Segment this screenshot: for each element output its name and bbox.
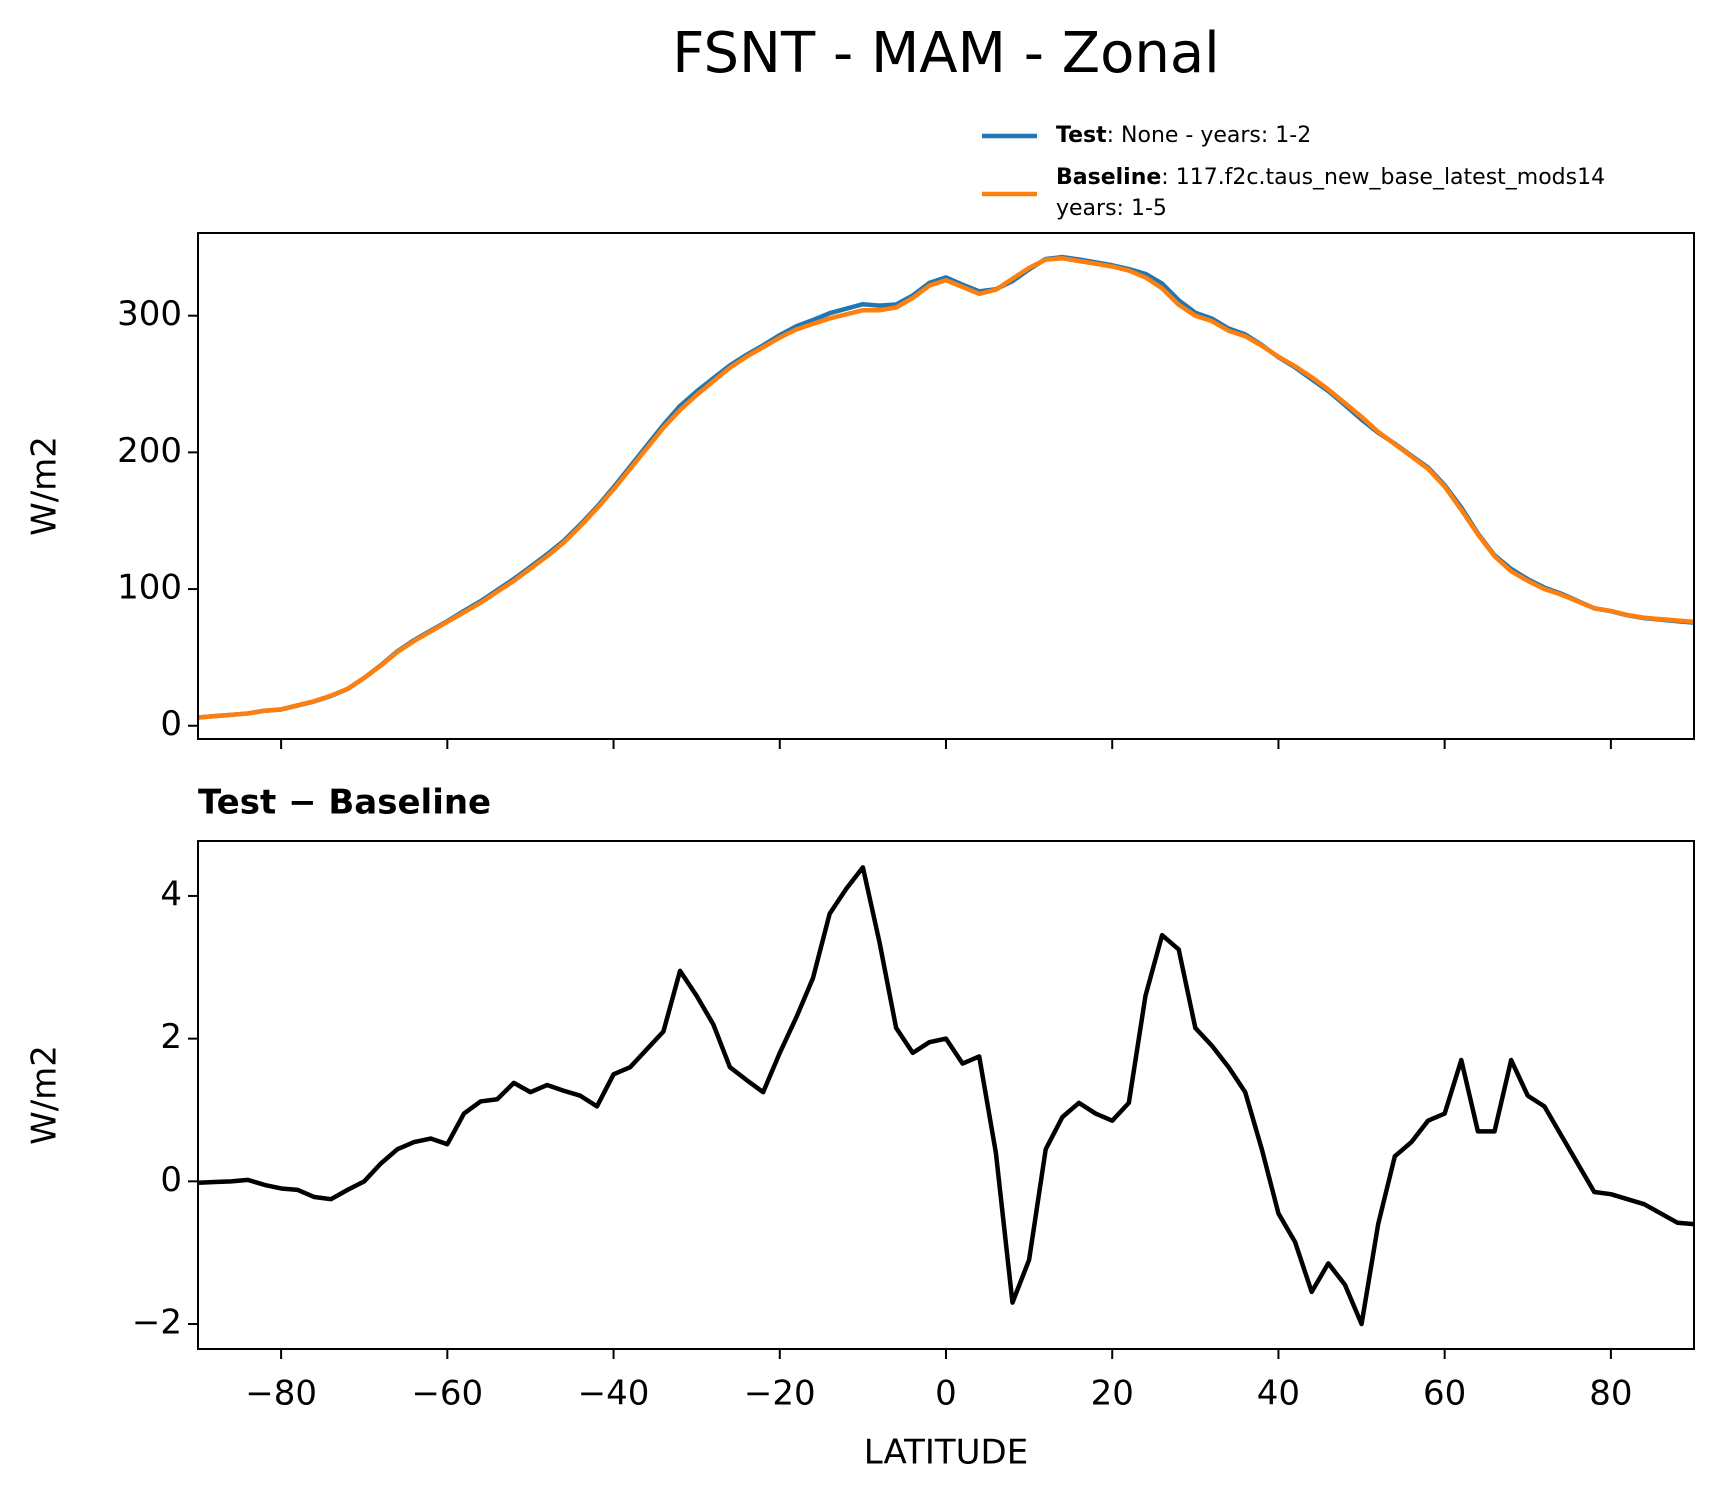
x-tick-label: 80 bbox=[1589, 1374, 1632, 1414]
axes-frame bbox=[197, 232, 1695, 740]
legend-description: years: 1-5 bbox=[1056, 196, 1167, 221]
data-line bbox=[198, 256, 1694, 720]
y-tick-label: 100 bbox=[117, 568, 182, 608]
x-tick-label: 40 bbox=[1257, 1374, 1300, 1414]
y-tick-label: 4 bbox=[160, 874, 182, 914]
y-axis-label: W/m2 bbox=[25, 1045, 65, 1145]
legend-label: Test: None - years: 1-2 bbox=[1056, 123, 1311, 148]
panel-title: Test − Baseline bbox=[198, 783, 491, 823]
legend-description: : 117.f2c.taus_new_base_latest_mods14 bbox=[1161, 165, 1605, 190]
y-tick-label: 300 bbox=[117, 294, 182, 334]
x-tick-label: −20 bbox=[744, 1374, 816, 1414]
y-tick-label: 0 bbox=[160, 704, 182, 744]
x-tick-label: −80 bbox=[245, 1374, 317, 1414]
x-tick-label: 0 bbox=[935, 1374, 957, 1414]
y-tick-label: 2 bbox=[160, 1017, 182, 1057]
x-tick-label: 20 bbox=[1091, 1374, 1134, 1414]
legend-label: years: 1-5 bbox=[1056, 196, 1167, 221]
legend-name: Baseline bbox=[1056, 165, 1161, 190]
y-tick-label: 200 bbox=[117, 431, 182, 471]
y-axis-label: W/m2 bbox=[25, 436, 65, 536]
x-tick-label: 60 bbox=[1423, 1374, 1466, 1414]
legend-name: Test bbox=[1056, 123, 1107, 148]
y-tick-label: −2 bbox=[132, 1303, 182, 1343]
legend-label: Baseline: 117.f2c.taus_new_base_latest_m… bbox=[1056, 165, 1605, 190]
figure-title: FSNT - MAM - Zonal bbox=[672, 21, 1219, 86]
legend-description: : None - years: 1-2 bbox=[1107, 123, 1312, 148]
x-tick-label: −60 bbox=[411, 1374, 483, 1414]
y-tick-label: 0 bbox=[160, 1160, 182, 1200]
x-tick-label: −40 bbox=[578, 1374, 650, 1414]
data-line bbox=[198, 865, 1694, 1327]
x-axis-label: LATITUDE bbox=[864, 1433, 1028, 1473]
axes-frame bbox=[197, 840, 1695, 1350]
